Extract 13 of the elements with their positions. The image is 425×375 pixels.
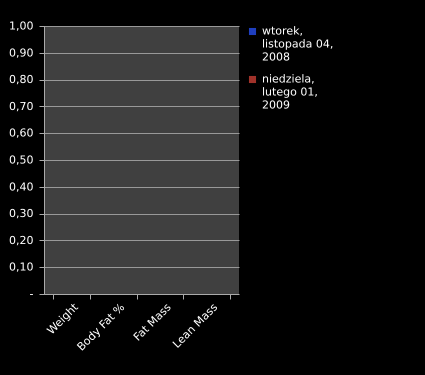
y-tick-label: 0,10 [9,260,34,274]
y-tick-label: 0,80 [9,73,34,86]
legend-label: niedziela, lutego 01, 2009 [262,72,318,112]
y-tick-label: 0,60 [9,126,34,140]
y-tick-label: 0,70 [9,100,34,113]
legend-label: wtorek, listopada 04, 2008 [262,24,334,64]
y-tick-label: 0,20 [9,234,34,247]
y-tick-label: 1,00 [9,20,34,32]
y-tick-label: 0,50 [9,154,34,166]
y-tick-label: 0,40 [9,180,34,194]
y-tick-label: 0,30 [9,207,34,220]
y-tick-label: - [30,288,34,300]
y-tick-label: 0,90 [9,46,34,60]
